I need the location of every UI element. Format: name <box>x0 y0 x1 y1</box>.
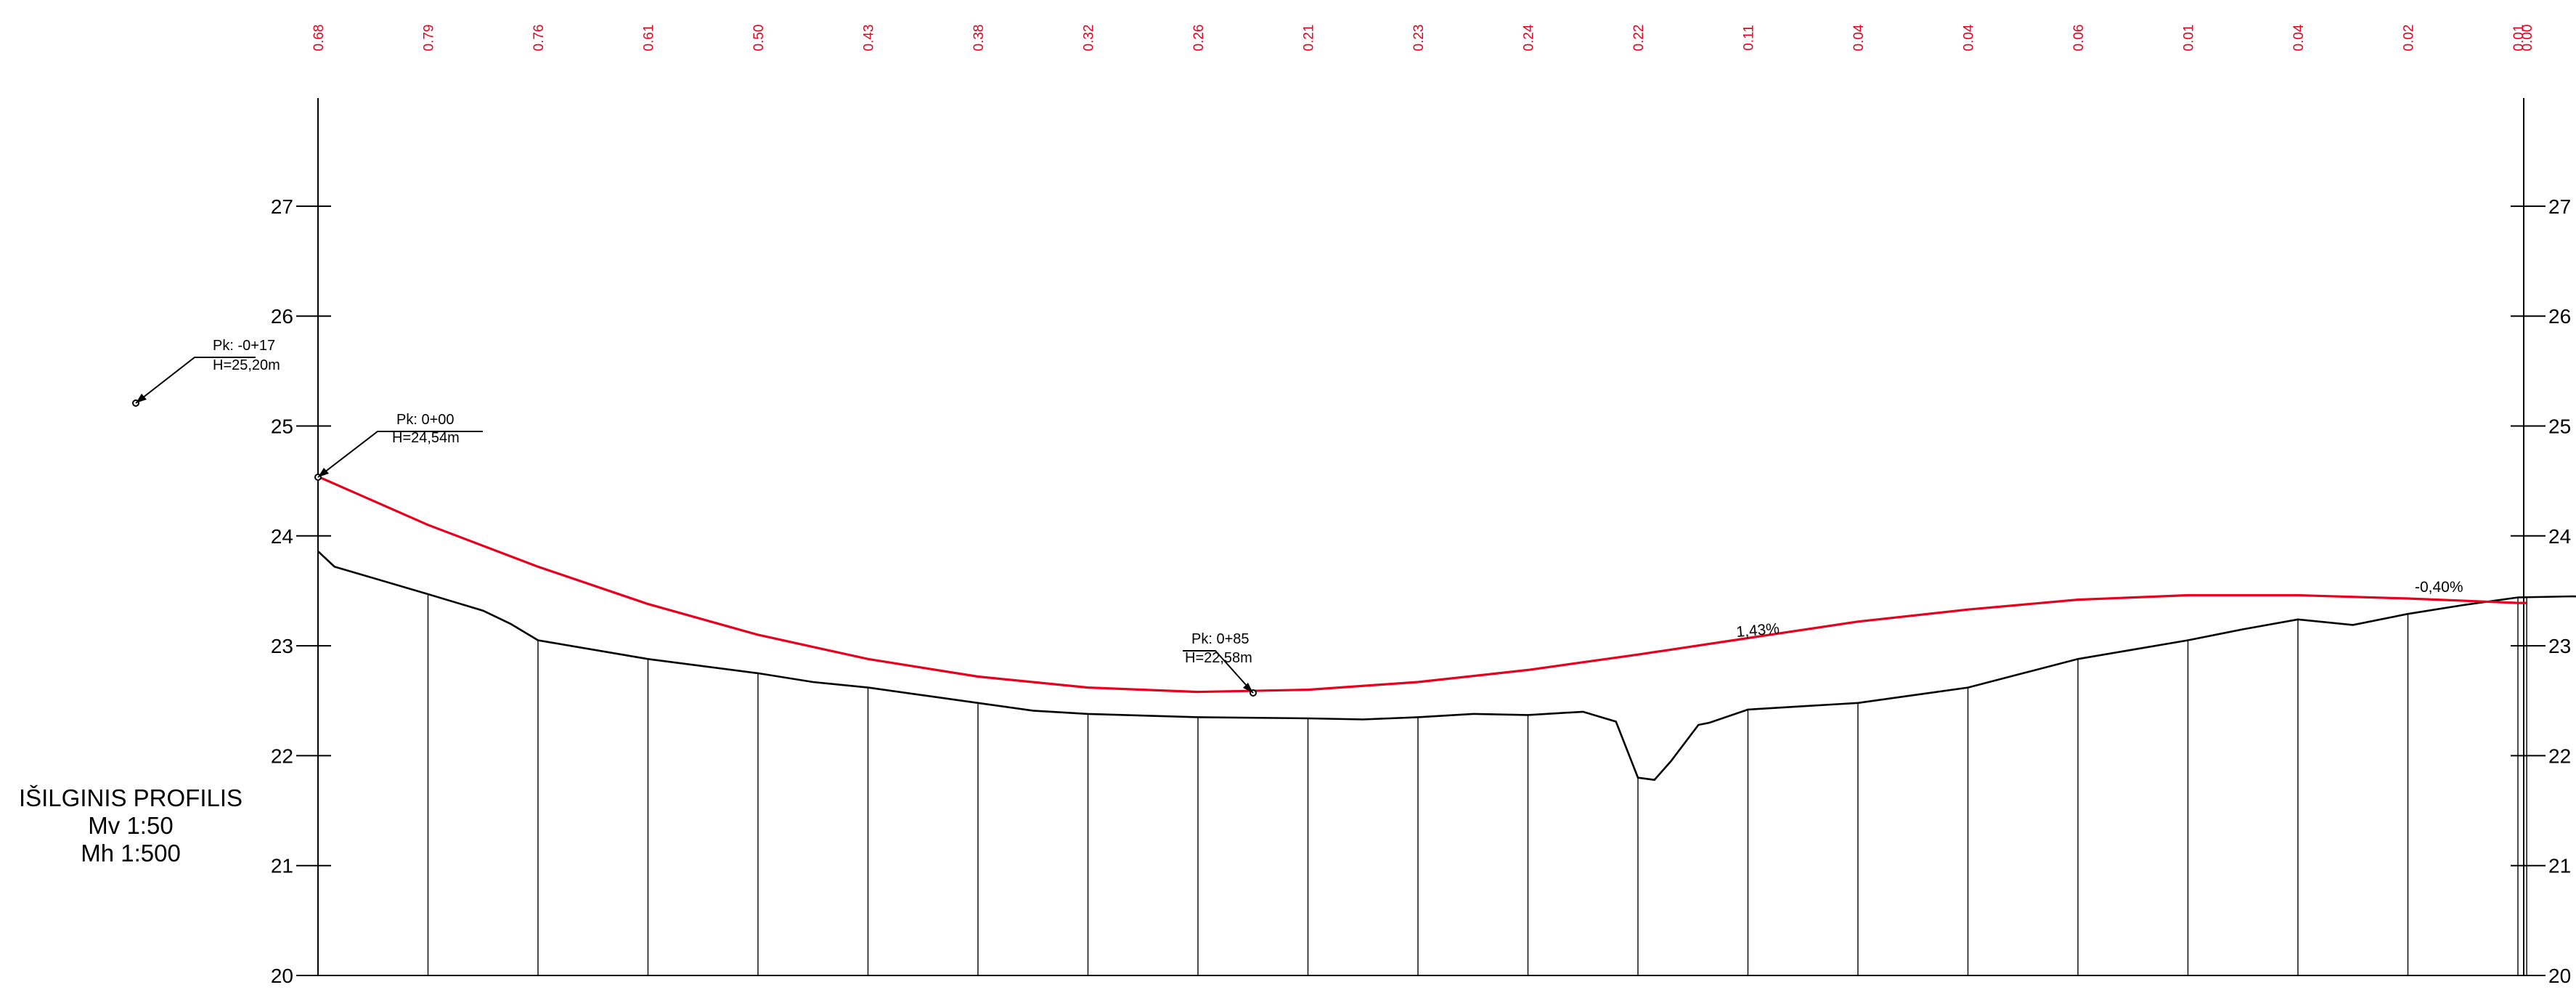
annotation-elevation-label: H=24,54m <box>392 430 460 446</box>
horizontal-scale-label: Mh 1:500 <box>81 840 181 867</box>
elevation-tick-label: 25 <box>2548 415 2571 438</box>
annotation-station-label: Pk: 0+85 <box>1191 631 1250 647</box>
station-difference-labels: 0.68 0.79 0.76 0.61 0.50 0.43 0.38 0.32 0.26 0.21… <box>311 24 2535 51</box>
elevation-tick-label: 20 <box>271 965 293 987</box>
station-difference-label: 0.79 <box>422 25 437 52</box>
station-difference-label: 0.24 <box>1522 24 1537 51</box>
elevation-tick-label: 25 <box>271 415 293 438</box>
elevation-tick-label: 20 <box>2548 965 2571 987</box>
station-verticals <box>427 593 2527 975</box>
station-difference-label: 0.11 <box>1742 25 1757 51</box>
elevation-tick-label: 26 <box>271 305 293 328</box>
elevation-tick-label: 22 <box>2548 744 2571 767</box>
existing-ground-line <box>317 551 2576 782</box>
elevation-tick-label: 21 <box>271 855 293 877</box>
elevation-tick-label: 24 <box>271 525 293 548</box>
vertical-scale-label: Mv 1:50 <box>88 812 174 839</box>
station-difference-label: 0.02 <box>2402 25 2417 52</box>
elevation-tick-label: 21 <box>2548 855 2571 877</box>
elevation-tick-label: 27 <box>2548 195 2571 218</box>
station-difference-label: 0.76 <box>531 25 547 52</box>
elevation-tick-label: 24 <box>2548 525 2571 548</box>
profile-frame <box>317 98 2524 976</box>
elevation-tick-label: 23 <box>271 635 293 657</box>
station-difference-label: 0.06 <box>2071 25 2087 52</box>
elevation-tick-label: 23 <box>2548 635 2571 657</box>
station-difference-label: 0.04 <box>2291 24 2307 51</box>
elevation-tick-label: 27 <box>271 195 293 218</box>
annotation-start: Pk: 0+00 H=24,54m <box>314 412 483 481</box>
station-difference-label: 0.22 <box>1631 25 1647 52</box>
station-difference-label: 0.04 <box>1962 24 1977 51</box>
station-difference-label: 0.50 <box>751 25 767 52</box>
station-difference-label: 0.43 <box>862 25 877 52</box>
station-difference-label: 0.61 <box>642 25 657 52</box>
annotation-station-label: Pk: -0+17 <box>213 338 275 354</box>
profile-title: IŠILGINIS PROFILIS <box>18 784 243 811</box>
station-difference-label: 0.68 <box>311 25 327 52</box>
station-difference-label: 0.01 <box>2182 25 2197 52</box>
station-difference-label: 0.32 <box>1082 25 1097 52</box>
elevation-tick-label: 26 <box>2548 305 2571 328</box>
profile-title-block: IŠILGINIS PROFILIS Mv 1:50 Mh 1:500 <box>7 784 254 867</box>
station-difference-label: 0.23 <box>1411 25 1427 52</box>
design-grade-line <box>317 475 2527 694</box>
annotation-station-label: Pk: 0+00 <box>396 412 455 428</box>
elevation-tick-label: 22 <box>271 744 293 767</box>
station-difference-label: 0.26 <box>1191 25 1207 52</box>
station-difference-label: 0.21 <box>1302 25 1317 52</box>
annotation-elevation-label: H=25,20m <box>213 357 280 373</box>
station-difference-label: 0.04 <box>1851 24 1867 51</box>
station-difference-label: 0.00 <box>2520 25 2535 52</box>
annotation-start-prelim: Pk: -0+17 H=25,20m <box>132 338 280 407</box>
station-difference-label: 0.38 <box>971 25 987 52</box>
annotation-lowpoint: Pk: 0+85 H=22,58m <box>1183 631 1257 697</box>
grade-label-falling: -0,40% <box>2415 579 2463 596</box>
right-elevation-ticks: 20 21 22 23 24 25 26 27 <box>2511 195 2571 987</box>
station-difference-label: 0.01 <box>2511 25 2527 52</box>
left-elevation-ticks: 20 21 22 23 24 25 26 27 <box>271 195 331 987</box>
annotation-elevation-label: H=22,58m <box>1185 650 1252 666</box>
grade-label-rising: 1,43% <box>1735 620 1780 641</box>
